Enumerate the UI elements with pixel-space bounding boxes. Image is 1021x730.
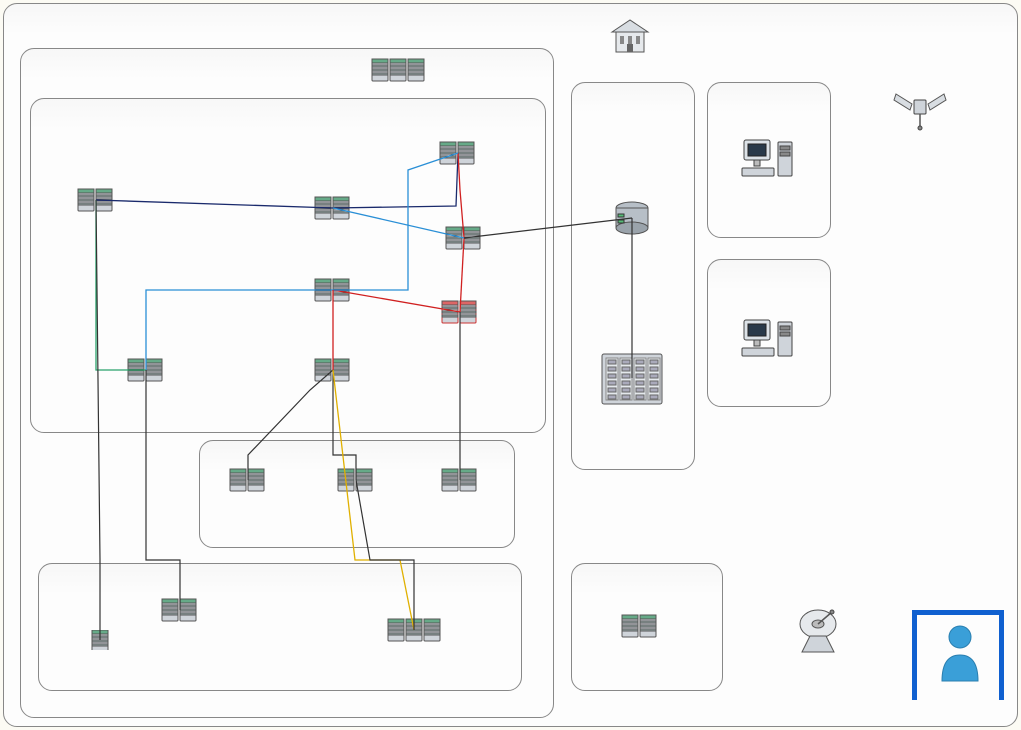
liedet-icon [440, 467, 480, 496]
keyword-icon [313, 195, 353, 224]
panel-io [38, 563, 522, 691]
emotive-icon [313, 277, 353, 306]
sensory-icon [386, 615, 442, 648]
reporting-icon [438, 140, 478, 169]
mentalimp-icon [126, 357, 166, 386]
errorctl-icon [440, 299, 480, 328]
database-icon [612, 200, 652, 239]
healthmon-icon [336, 467, 376, 496]
snlp-icon [76, 187, 116, 216]
ai_server-icon [370, 55, 426, 88]
datamining-icon [444, 225, 484, 254]
listening-icon [620, 613, 660, 642]
san-icon [600, 348, 664, 411]
building-icon [608, 16, 652, 59]
panel-storage [571, 82, 695, 470]
mentalimg-icon [160, 597, 200, 626]
target-frame [912, 610, 1004, 700]
sensoryctl-icon [313, 357, 353, 386]
extevents-icon [228, 467, 268, 496]
vocal-icon [88, 630, 112, 653]
satellite-icon [890, 80, 950, 135]
dataentry_pc-icon [740, 136, 796, 187]
groundst-icon [792, 602, 848, 661]
itsupport_pc-icon [740, 316, 796, 367]
